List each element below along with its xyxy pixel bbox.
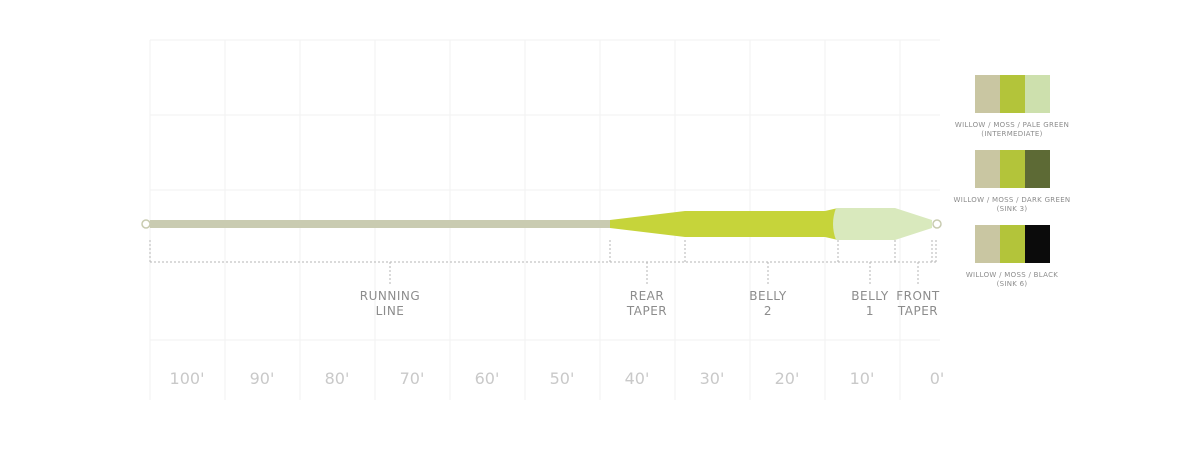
section-label: 1 [866, 304, 874, 318]
section-label: BELLY [851, 289, 889, 303]
distance-label: 90' [250, 369, 275, 388]
swatches [975, 75, 1050, 263]
section-label: LINE [376, 304, 405, 318]
section-label: 2 [764, 304, 772, 318]
distance-label: 50' [550, 369, 575, 388]
swatch-caption: (SINK 3) [997, 205, 1028, 213]
swatch-caption: WILLOW / MOSS / PALE GREEN [955, 121, 1069, 129]
distance-label: 0' [930, 369, 945, 388]
swatch-caption: WILLOW / MOSS / DARK GREEN [954, 196, 1071, 204]
distance-label: 20' [775, 369, 800, 388]
section-label: RUNNING [360, 289, 420, 303]
section-label: REAR [630, 289, 664, 303]
section-label: FRONT [896, 289, 940, 303]
distance-label: 10' [850, 369, 875, 388]
distance-label: 100' [170, 369, 205, 388]
distance-label: 80' [325, 369, 350, 388]
fly-line [141, 208, 942, 240]
distance-label: 60' [475, 369, 500, 388]
distance-label: 40' [625, 369, 650, 388]
swatch-caption: WILLOW / MOSS / BLACK [966, 271, 1058, 279]
distance-label: 30' [700, 369, 725, 388]
swatch-caption: (INTERMEDIATE) [981, 130, 1042, 138]
section-label: TAPER [626, 304, 667, 318]
section-brackets [149, 240, 937, 284]
section-label: TAPER [897, 304, 938, 318]
swatch-caption: (SINK 6) [997, 280, 1028, 288]
distance-label: 70' [400, 369, 425, 388]
section-label: BELLY [749, 289, 787, 303]
